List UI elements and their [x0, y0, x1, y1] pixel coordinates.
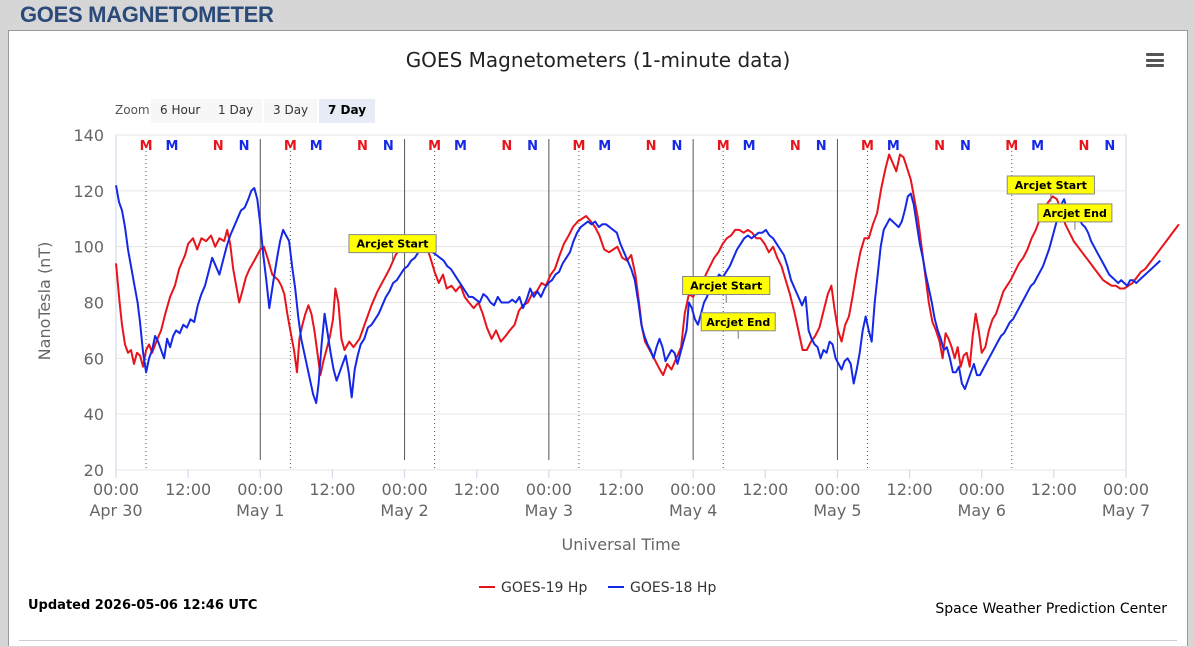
x-tick-label-time: 12:00	[742, 480, 788, 499]
x-tick-label-date: Apr 30	[89, 501, 142, 520]
y-tick-label: 80	[84, 294, 104, 313]
event-marker-n: N	[790, 139, 801, 154]
y-tick-label: 60	[84, 349, 104, 368]
x-tick-label-time: 00:00	[526, 480, 572, 499]
x-tick-label-time: 00:00	[670, 480, 716, 499]
annotation-layer: Arcjet Start Arcjet Start Arcjet End Arcjet…	[348, 175, 1113, 339]
event-marker-m: M	[743, 139, 756, 154]
divider	[19, 640, 1177, 641]
annotation-box	[1037, 203, 1113, 223]
y-axis-title: NanoTesla (nT)	[35, 242, 54, 361]
legend-label: GOES-19 Hp	[501, 580, 587, 596]
annotation-box	[348, 234, 437, 254]
event-marker-n: N	[1104, 139, 1115, 154]
event-marker-n: N	[239, 139, 250, 154]
x-tick-label-date: May 4	[669, 501, 717, 520]
legend-label: GOES-18 Hp	[630, 580, 716, 596]
axis-layer: 20 40 60 80 100 120 140 00:00 Apr 30 12:00 00:00 Ma…	[73, 126, 1150, 520]
event-marker-m: M	[165, 139, 178, 154]
event-marker-m: M	[140, 139, 153, 154]
x-tick-label-date: May 3	[525, 501, 573, 520]
page-title: GOES MAGNETOMETER	[20, 2, 274, 27]
event-marker-n: N	[934, 139, 945, 154]
zoom-label: Zoom	[115, 103, 150, 117]
x-tick-label-date: May 2	[380, 501, 428, 520]
annotation-box	[700, 312, 776, 332]
x-tick-label-time: 00:00	[382, 480, 428, 499]
x-tick-label-time: 00:00	[237, 480, 283, 499]
x-tick-label-time: 12:00	[1031, 480, 1077, 499]
annotation-label: Arcjet Start	[357, 238, 429, 251]
event-marker-m: M	[598, 139, 611, 154]
annotation-box	[682, 276, 771, 295]
hamburger-icon-bar	[1146, 64, 1164, 67]
zoom-3-day-button[interactable]: 3 Day	[264, 99, 318, 123]
event-marker-m: M	[717, 139, 730, 154]
zoom-6-hour-button[interactable]: 6 Hour	[151, 99, 210, 123]
y-tick-label: 140	[73, 126, 104, 145]
x-tick-label-time: 12:00	[887, 480, 933, 499]
x-tick-label-date: May 5	[813, 501, 861, 520]
y-tick-label: 100	[73, 238, 104, 257]
x-tick-label-time: 00:00	[814, 480, 860, 499]
event-marker-n: N	[501, 139, 512, 154]
hamburger-icon-bar	[1146, 58, 1164, 62]
x-tick-label-date: May 1	[236, 501, 284, 520]
event-marker-m: M	[1005, 139, 1018, 154]
zoom-1-day-button[interactable]: 1 Day	[209, 99, 263, 123]
event-marker-n: N	[671, 139, 682, 154]
event-marker-n: N	[527, 139, 538, 154]
y-tick-label: 20	[84, 461, 104, 480]
x-tick-label-time: 12:00	[454, 480, 500, 499]
grid-layer	[115, 134, 1127, 471]
chart-menu-button[interactable]	[1146, 53, 1164, 69]
x-axis-title: Universal Time	[561, 535, 680, 554]
annotation-label: Arcjet End	[706, 316, 770, 329]
legend: GOES-19 Hp GOES-18 Hp	[479, 580, 716, 596]
event-marker-n: N	[816, 139, 827, 154]
y-tick-label: 120	[73, 182, 104, 201]
event-marker-layer: M M M M M M MN N N N N N NM M M M M M MN N N N N N N	[140, 139, 1116, 154]
updated-timestamp: Updated 2026-05-06 12:46 UTC	[28, 598, 258, 613]
x-tick-label-time: 00:00	[1103, 480, 1149, 499]
event-marker-m: M	[284, 139, 297, 154]
y-tick-label: 40	[84, 405, 104, 424]
event-marker-n: N	[383, 139, 394, 154]
x-tick-label-time: 12:00	[165, 480, 211, 499]
annotation-label: Arcjet Start	[1015, 179, 1087, 192]
series-line-goes18	[115, 185, 1161, 404]
x-tick-label-date: May 6	[958, 501, 1006, 520]
event-marker-m: M	[887, 139, 900, 154]
annotation-label: Arcjet Start	[690, 280, 762, 293]
hamburger-icon	[1146, 53, 1164, 56]
event-marker-n: N	[1078, 139, 1089, 154]
event-marker-n: N	[960, 139, 971, 154]
x-tick-label-time: 00:00	[959, 480, 1005, 499]
chart-panel: GOES Magnetometers (1-minute data) 20 40 6…	[8, 30, 1188, 646]
event-marker-n: N	[213, 139, 224, 154]
event-marker-n: N	[646, 139, 657, 154]
event-marker-m: M	[310, 139, 323, 154]
event-marker-m: M	[1031, 139, 1044, 154]
credit-text: Space Weather Prediction Center	[935, 601, 1167, 617]
event-marker-m: M	[572, 139, 585, 154]
event-marker-m: M	[861, 139, 874, 154]
x-tick-label-time: 12:00	[598, 480, 644, 499]
x-tick-label-date: May 7	[1102, 501, 1150, 520]
magnetometer-chart: GOES Magnetometers (1-minute data) 20 40 6…	[35, 48, 1180, 596]
x-tick-label-time: 12:00	[309, 480, 355, 499]
annotation-box	[1006, 175, 1095, 195]
x-tick-label-time: 00:00	[93, 480, 139, 499]
zoom-7-day-button[interactable]: 7 Day	[319, 99, 376, 123]
event-marker-m: M	[428, 139, 441, 154]
event-marker-n: N	[357, 139, 368, 154]
event-marker-m: M	[454, 139, 467, 154]
annotation-label: Arcjet End	[1043, 207, 1107, 220]
series-line-goes19	[115, 153, 1180, 377]
series-layer	[115, 153, 1180, 404]
chart-title: GOES Magnetometers (1-minute data)	[406, 48, 791, 72]
